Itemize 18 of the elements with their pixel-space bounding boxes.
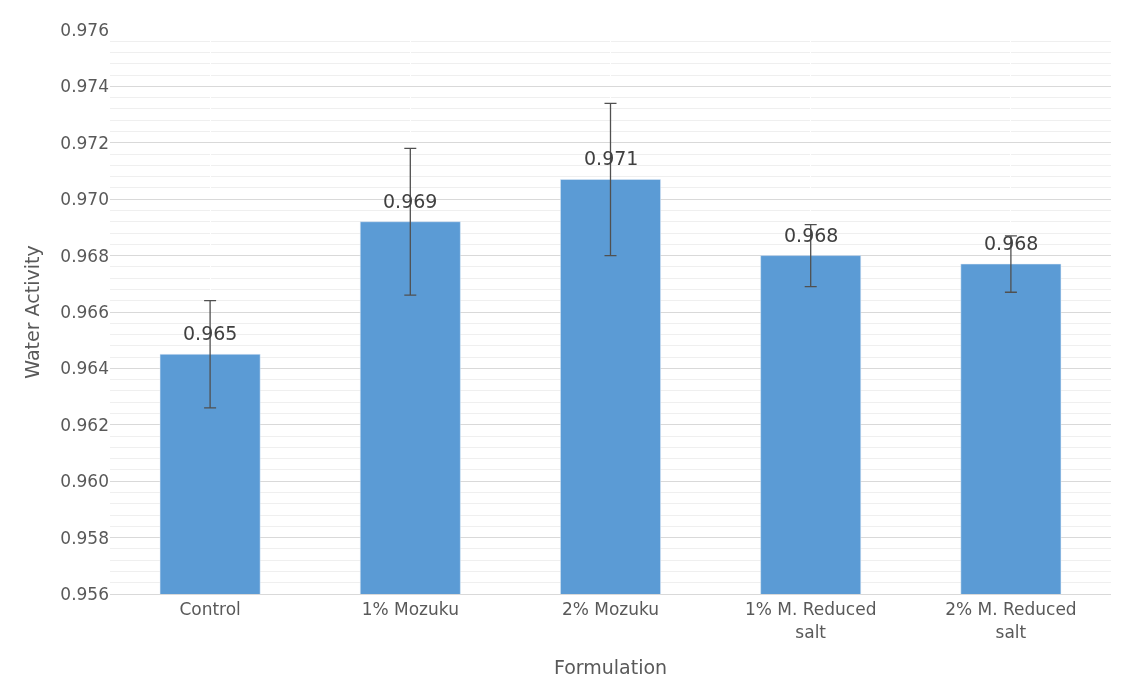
x-tick-label: 2% Mozuku: [561, 599, 660, 620]
y-tick-label: 0.958: [60, 527, 109, 548]
y-tick-label: 0.974: [60, 76, 109, 97]
y-tick-label: 0.956: [60, 583, 109, 604]
x-tick-label: 1% M. Reduced salt: [744, 599, 877, 642]
y-tick-label: 0.968: [60, 245, 109, 266]
y-tick-label: 0.972: [60, 132, 109, 153]
y-tick-label: 0.970: [60, 189, 109, 210]
y-axis-title: Water Activity: [21, 245, 44, 379]
x-tick-label: 1% Mozuku: [361, 599, 459, 620]
x-tick-label: Control: [179, 599, 241, 620]
y-tick-label: 0.966: [60, 301, 109, 322]
y-tick-label: 0.976: [60, 19, 109, 40]
x-axis-title: Formulation: [553, 656, 668, 679]
x-tick-label: 2% M. Reduced salt: [945, 599, 1077, 642]
y-tick-label: 0.964: [60, 358, 109, 379]
y-tick-label: 0.960: [60, 471, 109, 492]
y-tick-label: 0.962: [60, 414, 109, 435]
